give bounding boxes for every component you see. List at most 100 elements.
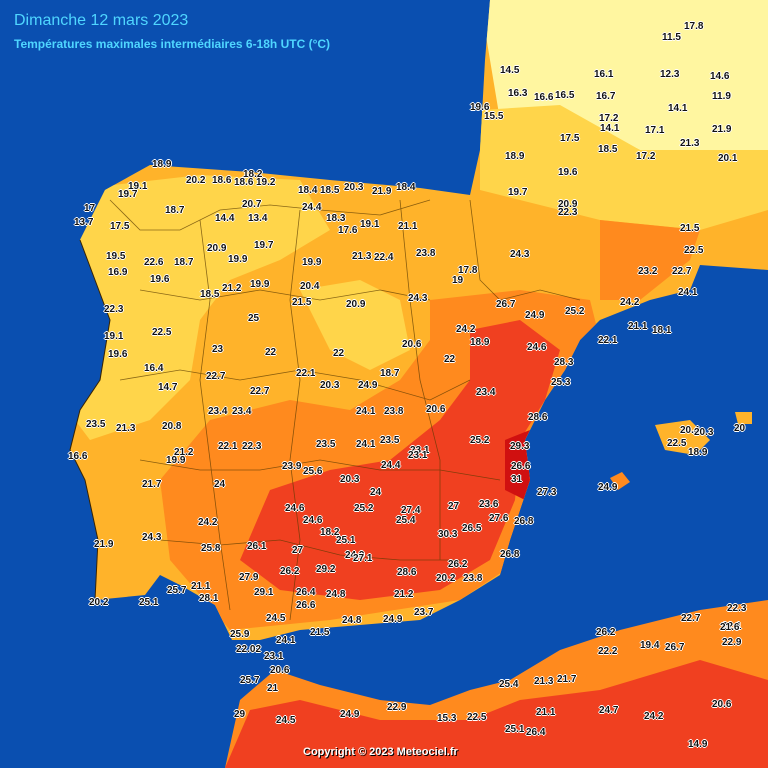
station-value: 21 xyxy=(267,683,279,694)
station-value: 19.2 xyxy=(256,177,276,188)
station-value: 19.4 xyxy=(640,640,660,651)
station-value: 23.4 xyxy=(208,406,228,417)
station-value: 25.1 xyxy=(505,724,525,735)
station-value: 22.9 xyxy=(387,702,407,713)
station-value: 24.9 xyxy=(340,709,360,720)
station-value: 26.6 xyxy=(296,600,316,611)
station-value: 25.2 xyxy=(354,503,374,514)
station-value: 21.9 xyxy=(372,186,392,197)
station-value: 23.7 xyxy=(414,607,434,618)
station-value: 14.4 xyxy=(215,213,235,224)
station-value: 26.5 xyxy=(462,523,482,534)
mallorca-island xyxy=(655,420,710,455)
station-value: 31 xyxy=(511,474,523,485)
station-value: 19.1 xyxy=(128,181,148,192)
station-value: 25.2 xyxy=(565,306,585,317)
station-value: 14.6 xyxy=(710,71,730,82)
station-value: 20.9 xyxy=(346,299,366,310)
station-value: 23.5 xyxy=(380,435,400,446)
station-value: 24.6 xyxy=(527,342,547,353)
ibiza-island xyxy=(610,472,630,490)
station-value: 18.2 xyxy=(243,169,263,180)
station-value: 24.1 xyxy=(276,635,296,646)
station-value: 18.4 xyxy=(396,182,416,193)
station-value: 17.5 xyxy=(110,221,130,232)
station-value: 26.1 xyxy=(247,541,267,552)
station-value: 19.1 xyxy=(360,219,380,230)
station-value: 16.1 xyxy=(594,69,614,80)
station-value: 25.6 xyxy=(303,466,323,477)
station-value: 28.1 xyxy=(199,593,219,604)
station-value: 21.3 xyxy=(352,251,372,262)
station-value: 17.2 xyxy=(599,113,619,124)
station-value: 14.5 xyxy=(500,65,520,76)
station-value: 22.02 xyxy=(236,644,262,655)
station-value: 24.7 xyxy=(599,705,619,716)
map-title: Dimanche 12 mars 2023 xyxy=(14,12,189,29)
station-value: 19 xyxy=(452,275,464,286)
station-value: 19.6 xyxy=(558,167,578,178)
station-value: 23.8 xyxy=(416,248,436,259)
station-value: 24.1 xyxy=(356,439,376,450)
station-value: 23.9 xyxy=(282,461,302,472)
station-value: 25.9 xyxy=(230,629,250,640)
station-value: 24.9 xyxy=(598,482,618,493)
station-value: 26.7 xyxy=(496,299,516,310)
station-value: 21.2 xyxy=(394,589,414,600)
station-value: 26.2 xyxy=(448,559,468,570)
station-value: 20.3 xyxy=(340,474,360,485)
station-value: 26.4 xyxy=(296,587,316,598)
station-value: 18.1 xyxy=(652,325,672,336)
station-value: 18.7 xyxy=(174,257,194,268)
station-value: 29.3 xyxy=(510,441,530,452)
station-value: 26.8 xyxy=(500,549,520,560)
station-value: 21.1 xyxy=(191,581,211,592)
station-value: 27 xyxy=(292,545,304,556)
station-value: 23.5 xyxy=(86,419,106,430)
station-value: 22.1 xyxy=(722,621,742,632)
station-value: 25.1 xyxy=(336,535,356,546)
station-value: 22.1 xyxy=(296,368,316,379)
station-value: 24.2 xyxy=(644,711,664,722)
station-value: 19.7 xyxy=(254,240,274,251)
station-value: 24.3 xyxy=(408,293,428,304)
station-value: 17.6 xyxy=(338,225,358,236)
station-value: 24.4 xyxy=(381,460,401,471)
station-value: 21.3 xyxy=(680,138,700,149)
station-value: 21.3 xyxy=(116,423,136,434)
station-value: 17.8 xyxy=(684,21,704,32)
station-value: 26.6 xyxy=(511,461,531,472)
station-value: 17 xyxy=(84,203,96,214)
station-value: 24.1 xyxy=(678,287,698,298)
station-value: 20.9 xyxy=(558,199,578,210)
station-value: 25.4 xyxy=(396,515,416,526)
station-value: 26.2 xyxy=(280,566,300,577)
station-value: 22.3 xyxy=(727,603,747,614)
station-value: 24.2 xyxy=(198,517,218,528)
station-value: 18.9 xyxy=(470,337,490,348)
station-value: 21.2 xyxy=(222,283,242,294)
station-value: 27.3 xyxy=(537,487,557,498)
station-value: 15.3 xyxy=(437,713,457,724)
station-value: 24.8 xyxy=(326,589,346,600)
station-value: 24.5 xyxy=(266,613,286,624)
station-value: 23 xyxy=(212,344,224,355)
station-value: 24.3 xyxy=(510,249,530,260)
station-value: 20.2 xyxy=(89,597,109,608)
station-value: 19.7 xyxy=(118,189,138,200)
station-value: 18.6 xyxy=(212,175,232,186)
station-value: 22.3 xyxy=(104,304,124,315)
station-value: 18.7 xyxy=(380,368,400,379)
station-value: 18.2 xyxy=(320,527,340,538)
menorca-island xyxy=(735,412,752,424)
station-value: 23.1 xyxy=(264,651,284,662)
station-value: 27.1 xyxy=(353,553,373,564)
station-value: 16.9 xyxy=(108,267,128,278)
station-value: 20.9 xyxy=(207,243,227,254)
station-value: 16.6 xyxy=(534,92,554,103)
station-value: 28.3 xyxy=(554,357,574,368)
station-value: 14.1 xyxy=(668,103,688,114)
station-value: 24.6 xyxy=(285,503,305,514)
station-value: 26.7 xyxy=(665,642,685,653)
station-value: 21.2 xyxy=(174,447,194,458)
